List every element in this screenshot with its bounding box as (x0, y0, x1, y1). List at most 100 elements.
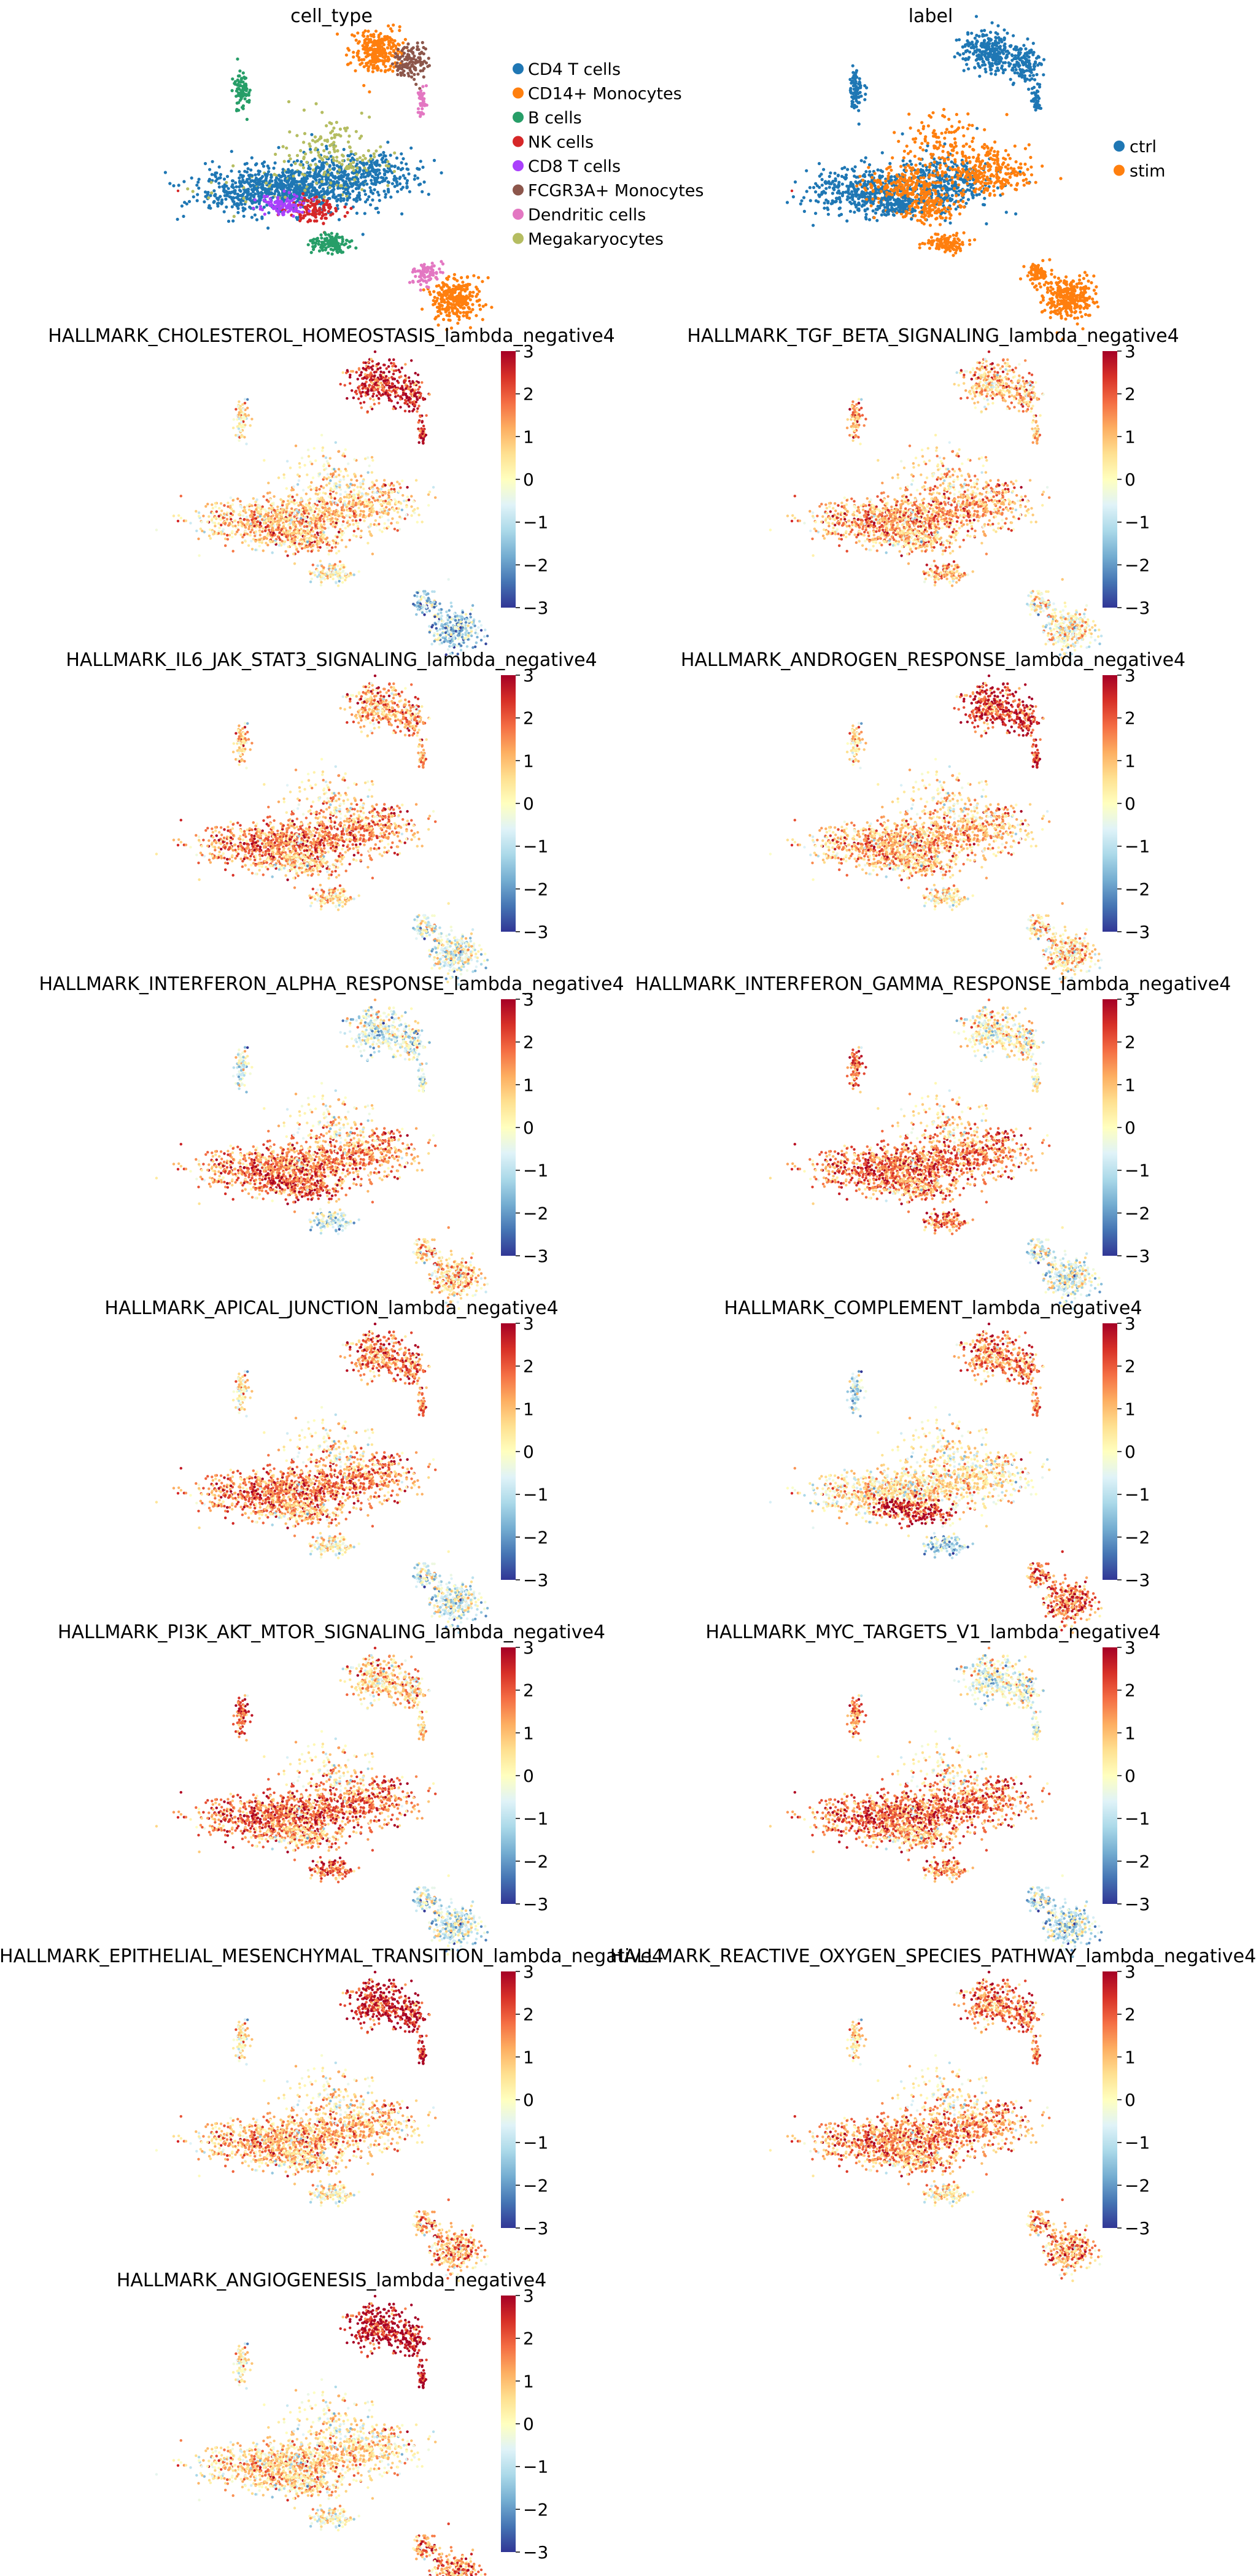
umap-point (362, 172, 365, 176)
umap-point (374, 173, 378, 176)
umap-point (365, 64, 368, 67)
umap-point (419, 283, 422, 286)
umap-point (961, 168, 964, 171)
umap-point (898, 199, 901, 202)
umap-point (331, 252, 334, 255)
umap-point (346, 197, 349, 200)
umap-point (410, 58, 413, 61)
umap-point (893, 208, 896, 211)
umap-point (406, 46, 409, 49)
umap-point (814, 190, 817, 193)
umap-point (312, 198, 315, 201)
umap-point (458, 293, 461, 296)
umap-point (952, 234, 955, 237)
umap-point (338, 168, 341, 171)
umap-point (991, 158, 994, 161)
umap-point (444, 289, 448, 292)
umap-point (293, 177, 296, 180)
umap-point (211, 173, 214, 176)
umap-point (289, 205, 292, 208)
umap-point (792, 195, 795, 198)
umap-point (917, 201, 920, 204)
umap-point (403, 52, 406, 55)
umap-point (364, 193, 367, 196)
umap-point (821, 191, 824, 195)
umap-point (909, 200, 912, 203)
umap-point (929, 223, 932, 226)
umap-point (355, 130, 358, 133)
umap-point (209, 207, 212, 210)
umap-point (392, 23, 395, 26)
umap-point (938, 211, 941, 214)
umap-point (238, 176, 241, 179)
umap-point (235, 109, 238, 112)
umap-point (956, 174, 959, 177)
umap-point (425, 270, 428, 273)
umap-point (808, 186, 812, 189)
umap-point (901, 173, 904, 176)
umap-point (975, 160, 978, 163)
umap-point (391, 63, 394, 66)
umap-point (374, 149, 378, 152)
umap-point (920, 168, 923, 171)
umap-point (945, 164, 948, 167)
umap-point (362, 84, 365, 87)
umap-point (288, 154, 291, 157)
umap-point (389, 153, 392, 157)
umap-point (204, 162, 207, 165)
umap-point (878, 180, 882, 184)
umap-point (481, 280, 484, 283)
umap-point (230, 150, 233, 153)
umap-point (349, 150, 352, 153)
umap-point (927, 185, 930, 188)
umap-point (928, 169, 931, 172)
umap-point (231, 179, 235, 182)
umap-point (320, 236, 323, 239)
umap-point (333, 196, 336, 199)
umap-point (427, 193, 430, 196)
umap-point (389, 36, 392, 39)
umap-point (299, 149, 302, 152)
umap-point (215, 177, 219, 180)
umap-point (274, 201, 277, 204)
umap-point (449, 319, 452, 322)
umap-point (373, 155, 376, 158)
legend-marker (513, 185, 524, 196)
umap-point (381, 59, 384, 62)
umap-point (405, 182, 408, 185)
umap-point (355, 173, 359, 176)
umap-point (918, 246, 921, 249)
umap-point (293, 172, 296, 175)
umap-point (877, 197, 880, 200)
umap-point (455, 312, 458, 315)
umap-point (288, 130, 291, 133)
umap-point (961, 243, 964, 246)
umap-point (302, 202, 305, 205)
umap-point (337, 181, 340, 184)
umap-point (818, 162, 821, 165)
umap-point (969, 175, 972, 178)
umap-point (848, 78, 851, 81)
umap-point (373, 152, 376, 155)
umap-point (335, 121, 338, 124)
umap-point (298, 171, 301, 174)
umap-point (231, 164, 235, 168)
umap-point (803, 210, 806, 213)
umap-point (345, 165, 348, 168)
umap-point (459, 304, 462, 307)
umap-point (446, 297, 449, 300)
umap-point (244, 97, 247, 100)
umap-point (393, 152, 396, 155)
umap-point (406, 72, 409, 75)
umap-point (314, 136, 317, 139)
umap-point (355, 212, 359, 215)
umap-point (978, 160, 981, 163)
umap-point (282, 190, 285, 193)
umap-point (957, 247, 960, 250)
umap-point (274, 205, 277, 208)
umap-point (821, 178, 824, 181)
umap-point (382, 190, 386, 193)
umap-point (931, 208, 934, 211)
umap-point (872, 209, 875, 212)
umap-point (314, 212, 317, 215)
